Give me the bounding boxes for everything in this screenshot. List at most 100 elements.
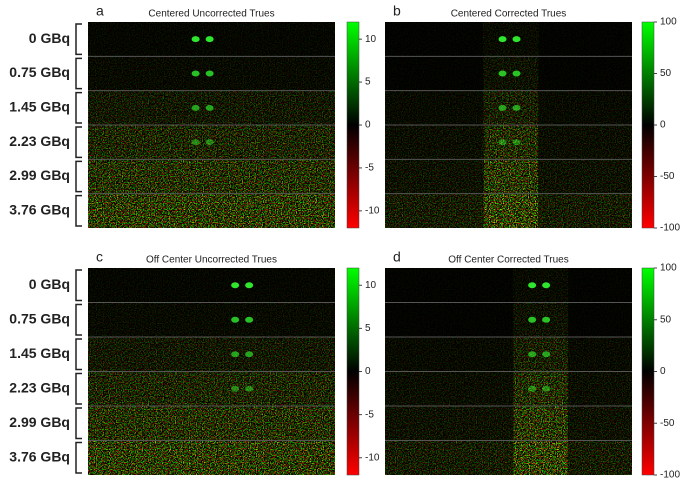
colorbar-tick-label: 0 — [660, 120, 666, 131]
colorbar-tick-label: 100 — [660, 17, 677, 28]
image-shade — [385, 371, 514, 406]
image-shade — [538, 56, 632, 91]
row-label: 3.76 GBq — [9, 448, 70, 464]
image-shade — [385, 22, 484, 57]
colorbar-tick-label: 5 — [365, 323, 371, 334]
hot-spot — [542, 316, 551, 323]
image-shade — [483, 56, 539, 91]
row-bracket — [75, 57, 82, 90]
hot-spot — [542, 385, 551, 392]
hot-spot — [512, 104, 521, 111]
row-bracket — [75, 338, 82, 371]
colorbar-tick-label: 50 — [660, 68, 672, 79]
hot-spot — [512, 70, 521, 77]
hot-spot — [245, 351, 254, 358]
panel-title: Centered Corrected Trues — [451, 9, 567, 20]
colorbar-tick-label: 10 — [365, 280, 377, 291]
colorbar-tick-label: -50 — [660, 418, 675, 429]
image-shade — [538, 193, 632, 228]
colorbar-tick-label: -5 — [365, 163, 374, 174]
image-shade — [385, 302, 514, 337]
panel-letter: b — [393, 3, 401, 19]
colorbar-tick-label: 10 — [365, 34, 377, 45]
panel-title: Centered Uncorrected Trues — [148, 9, 274, 20]
image-shade — [385, 406, 514, 441]
image-shade — [88, 159, 335, 194]
panel: d Off Center Corrected Trues 100 50 0 -50 -100 — [385, 249, 680, 481]
hot-spot — [498, 70, 507, 77]
colorbar-tick-label: -100 — [660, 223, 680, 234]
hot-spot — [191, 70, 200, 77]
hot-spot — [205, 36, 214, 43]
panel-letter: a — [96, 3, 104, 19]
hot-spot — [498, 139, 507, 146]
image-shade — [483, 125, 539, 160]
colorbar — [641, 267, 655, 476]
hot-spot — [231, 282, 240, 289]
image-shade — [567, 406, 632, 441]
hot-spot — [528, 316, 537, 323]
image-shade — [538, 90, 632, 125]
row-label: 0.75 GBq — [9, 64, 70, 80]
row-bracket — [75, 407, 82, 440]
colorbar-tick-label: -100 — [660, 470, 680, 481]
colorbar — [346, 267, 360, 476]
image-shade — [385, 268, 514, 303]
row-bracket — [75, 269, 82, 302]
colorbar-tick-label: 0 — [365, 120, 371, 131]
image-shade — [538, 125, 632, 160]
image-shade — [567, 337, 632, 372]
hot-spot — [205, 139, 214, 146]
image-shade — [88, 406, 335, 441]
image-shade — [385, 440, 514, 475]
colorbar-tick-label: -5 — [365, 409, 374, 420]
colorbar-tick-label: 50 — [660, 314, 672, 325]
hot-spot — [191, 104, 200, 111]
row-bracket — [75, 126, 82, 159]
image-shade — [88, 268, 335, 303]
colorbar — [346, 21, 360, 229]
image-shade — [88, 193, 335, 228]
colorbar-tick-label: 0 — [660, 366, 666, 377]
panel-title: Off Center Corrected Trues — [448, 255, 568, 266]
hot-spot — [245, 282, 254, 289]
image-shade — [513, 268, 568, 303]
image-shade — [513, 302, 568, 337]
image-shade — [88, 125, 335, 160]
panel: a Centered Uncorrected Trues 0 GBq 0.75 GBq… — [9, 3, 380, 229]
panel-letter: c — [96, 249, 103, 265]
hot-spot — [231, 316, 240, 323]
image-shade — [567, 371, 632, 406]
row-bracket — [75, 23, 82, 56]
panel-letter: d — [393, 249, 401, 265]
hot-spot — [245, 385, 254, 392]
hot-spot — [245, 316, 254, 323]
row-bracket — [75, 91, 82, 124]
image-shade — [513, 440, 568, 475]
hot-spot — [542, 282, 551, 289]
panel-title: Off Center Uncorrected Trues — [146, 255, 277, 266]
row-bracket — [75, 160, 82, 193]
row-bracket — [75, 372, 82, 405]
panel: b Centered Corrected Trues 100 50 0 -50 -100 — [385, 3, 680, 234]
image-shade — [538, 22, 632, 57]
image-shade — [538, 159, 632, 194]
row-label: 0.75 GBq — [9, 310, 70, 326]
image-shade — [513, 371, 568, 406]
image-shade — [567, 268, 632, 303]
row-bracket — [75, 194, 82, 227]
hot-spot — [205, 70, 214, 77]
image-shade — [483, 159, 539, 194]
image-shade — [385, 125, 484, 160]
hot-spot — [512, 139, 521, 146]
colorbar-tick-label: -10 — [365, 452, 380, 463]
row-label: 2.99 GBq — [9, 414, 70, 430]
hot-spot — [528, 351, 537, 358]
row-label: 2.23 GBq — [9, 133, 70, 149]
colorbar-tick-label: -50 — [660, 171, 675, 182]
hot-spot — [512, 36, 521, 43]
image-shade — [88, 440, 335, 475]
image-shade — [88, 337, 335, 372]
image-shade — [385, 337, 514, 372]
